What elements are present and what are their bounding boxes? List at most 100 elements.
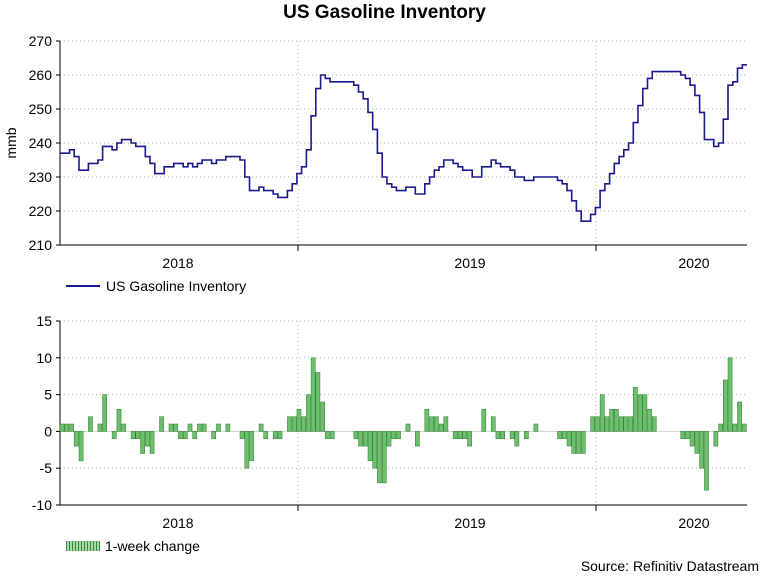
bar [244, 431, 250, 469]
bar [287, 416, 292, 432]
bar [732, 423, 738, 432]
bar [718, 423, 723, 432]
y-tick-label: 260 [29, 67, 53, 83]
y-tick-label: 230 [29, 169, 53, 185]
bar [495, 431, 501, 440]
y-tick-label: 240 [29, 135, 53, 151]
bar [386, 431, 392, 447]
bar [742, 423, 747, 432]
series-line [60, 64, 747, 222]
bar [197, 423, 202, 432]
bar [173, 423, 179, 432]
bar [201, 423, 207, 432]
bar [121, 423, 126, 432]
x-tick-label: 2019 [454, 515, 485, 531]
bar [192, 431, 198, 440]
bar [78, 431, 84, 462]
bar [358, 431, 363, 447]
bar [178, 431, 183, 440]
bar [713, 431, 719, 447]
y-tick-label: 10 [36, 350, 52, 366]
bar [509, 431, 515, 440]
bar [524, 431, 529, 440]
bar [623, 416, 629, 432]
x-tick-label: 2020 [678, 515, 709, 531]
bar [187, 423, 193, 432]
bar [391, 431, 397, 440]
bar [500, 431, 505, 440]
line-panel: 210 220 230 240 250 260 270 2018 2019 2020 mmb [3, 33, 747, 271]
bar [727, 357, 733, 432]
bar [490, 416, 496, 432]
bar [59, 423, 65, 432]
bar-panel: -10 -5 0 5 10 15 2018 2019 2020 [32, 313, 747, 531]
bar [514, 431, 520, 447]
bar [429, 416, 434, 432]
bar [576, 431, 581, 454]
bar [651, 416, 657, 432]
bar [367, 431, 373, 462]
y-tick-label: 210 [29, 237, 53, 253]
bar [434, 416, 439, 432]
bar [405, 423, 411, 432]
bar [595, 416, 600, 432]
bar [306, 394, 311, 432]
bar [130, 431, 136, 440]
bar [609, 409, 614, 432]
y-tick-label: 5 [44, 387, 52, 403]
bar [377, 431, 382, 484]
chart-title: US Gasoline Inventory [283, 2, 486, 23]
y-tick-label: 0 [44, 423, 52, 439]
bar [182, 431, 188, 440]
bar [372, 431, 378, 469]
bar [457, 431, 463, 440]
bar [310, 357, 316, 432]
bar [225, 423, 231, 432]
bar [272, 431, 278, 440]
bar [64, 423, 70, 432]
bar [699, 431, 704, 469]
bar [116, 409, 122, 432]
y-tick-label: 220 [29, 203, 53, 219]
bar [633, 386, 638, 432]
bar [637, 394, 643, 432]
bar [69, 423, 74, 432]
bar [168, 423, 174, 432]
bar [580, 431, 586, 454]
bar [329, 431, 335, 440]
bar [88, 416, 93, 432]
bar [258, 423, 264, 432]
bar [291, 416, 297, 432]
legend-bottom: 1-week change [66, 538, 200, 554]
bar [443, 416, 449, 432]
bar [462, 431, 468, 440]
bar [680, 431, 686, 440]
bar [557, 431, 562, 440]
bar [599, 394, 605, 432]
y-tick-label: -5 [40, 460, 53, 476]
y-tick-label: 15 [36, 313, 52, 329]
bar [737, 401, 742, 432]
legend-top-label: US Gasoline Inventory [106, 278, 247, 294]
bar [239, 431, 245, 440]
bar [73, 431, 79, 447]
bar [467, 431, 472, 447]
bar [277, 431, 283, 440]
bar [216, 423, 221, 432]
bar [315, 372, 321, 432]
bar [604, 416, 610, 432]
bar [689, 431, 695, 447]
y-axis-label: mmb [3, 127, 19, 158]
bar [97, 423, 103, 432]
bar [614, 409, 619, 432]
bar [211, 431, 216, 440]
y-tick-label: -10 [32, 497, 52, 513]
bar [381, 431, 387, 484]
bar [723, 379, 728, 432]
bar [424, 409, 430, 432]
bar [249, 431, 254, 462]
bar [590, 416, 595, 432]
bar [396, 431, 401, 440]
bar [571, 431, 577, 454]
